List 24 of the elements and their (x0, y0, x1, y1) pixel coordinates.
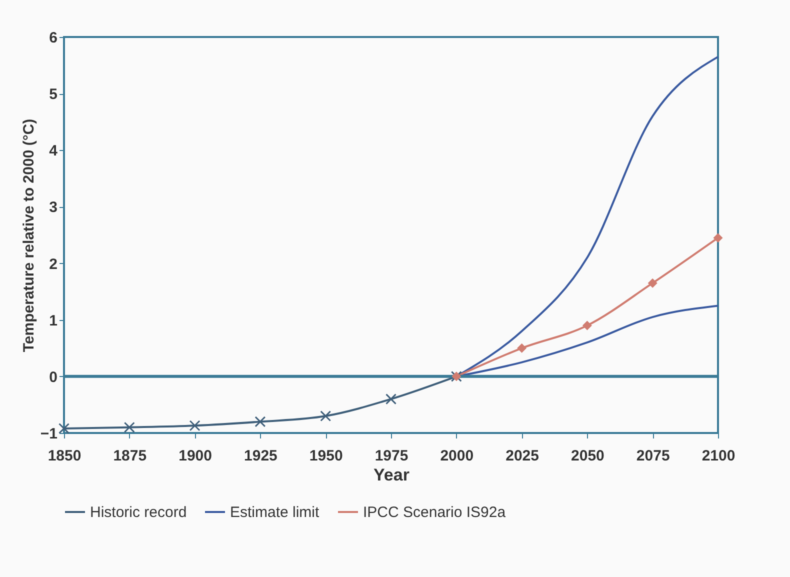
x-tick-label: 1850 (48, 448, 82, 464)
y-tick-label: −1 (40, 426, 58, 442)
x-tick-label: 2100 (702, 448, 736, 464)
x-tick-label: 1950 (309, 448, 343, 464)
x-tick-label: 1975 (374, 448, 408, 464)
x-tick-label: 2050 (571, 448, 604, 464)
legend-label: IPCC Scenario IS92a (363, 504, 506, 521)
y-tick-label: 6 (49, 30, 58, 46)
y-tick-label: 0 (49, 368, 58, 386)
x-tick-label: 2000 (440, 448, 474, 464)
y-tick-label: 3 (49, 199, 58, 216)
y-tick-label: 5 (49, 86, 58, 104)
y-tick-label: 2 (49, 256, 58, 273)
y-tick-label: 4 (49, 142, 58, 160)
y-tick-label: 1 (49, 312, 58, 330)
legend-label: Historic record (90, 504, 187, 521)
x-axis-title: Year (374, 466, 410, 484)
x-tick-label: 1925 (244, 448, 278, 464)
x-tick-label: 1875 (113, 448, 147, 464)
x-tick-label: 2075 (636, 448, 670, 464)
y-axis-title: Temperature relative to 2000 (°C) (20, 118, 38, 352)
x-tick-label: 2025 (506, 448, 539, 464)
x-tick-label: 1900 (178, 448, 212, 464)
legend-label: Estimate limit (230, 504, 320, 521)
